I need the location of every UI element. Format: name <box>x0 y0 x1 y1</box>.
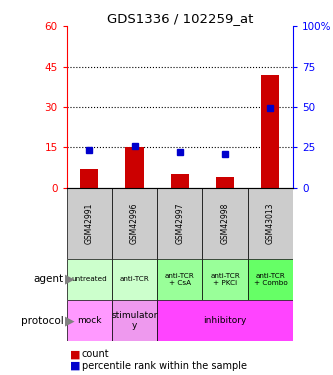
Bar <box>67 188 112 259</box>
Bar <box>261 75 279 188</box>
Text: count: count <box>82 350 109 359</box>
Text: GSM43013: GSM43013 <box>266 202 275 244</box>
Text: ■: ■ <box>70 361 81 370</box>
Bar <box>157 259 202 300</box>
Text: anti-TCR
+ Combo: anti-TCR + Combo <box>253 273 287 286</box>
Bar <box>112 300 157 341</box>
Text: percentile rank within the sample: percentile rank within the sample <box>82 361 246 370</box>
Text: ▶: ▶ <box>65 314 75 327</box>
Text: ▶: ▶ <box>65 273 75 286</box>
Bar <box>202 259 248 300</box>
Bar <box>216 177 234 188</box>
Text: protocol: protocol <box>21 316 63 326</box>
Bar <box>157 188 202 259</box>
Text: mock: mock <box>77 316 102 325</box>
Bar <box>202 188 248 259</box>
Bar <box>67 300 112 341</box>
Text: anti-TCR
+ CsA: anti-TCR + CsA <box>165 273 195 286</box>
Bar <box>171 174 189 188</box>
Text: anti-TCR: anti-TCR <box>120 276 150 282</box>
Bar <box>80 169 98 188</box>
Text: GSM42996: GSM42996 <box>130 202 139 244</box>
Bar <box>112 259 157 300</box>
Bar <box>248 259 293 300</box>
Bar <box>157 300 293 341</box>
Bar <box>126 147 144 188</box>
Title: GDS1336 / 102259_at: GDS1336 / 102259_at <box>107 12 253 25</box>
Text: GSM42997: GSM42997 <box>175 202 184 244</box>
Text: GSM42998: GSM42998 <box>220 202 230 244</box>
Text: stimulator
y: stimulator y <box>111 311 158 330</box>
Text: inhibitory: inhibitory <box>203 316 247 325</box>
Text: anti-TCR
+ PKCi: anti-TCR + PKCi <box>210 273 240 286</box>
Bar <box>112 188 157 259</box>
Bar <box>67 259 112 300</box>
Text: agent: agent <box>33 274 63 284</box>
Text: GSM42991: GSM42991 <box>85 202 94 244</box>
Bar <box>248 188 293 259</box>
Text: ■: ■ <box>70 350 81 359</box>
Text: untreated: untreated <box>71 276 107 282</box>
